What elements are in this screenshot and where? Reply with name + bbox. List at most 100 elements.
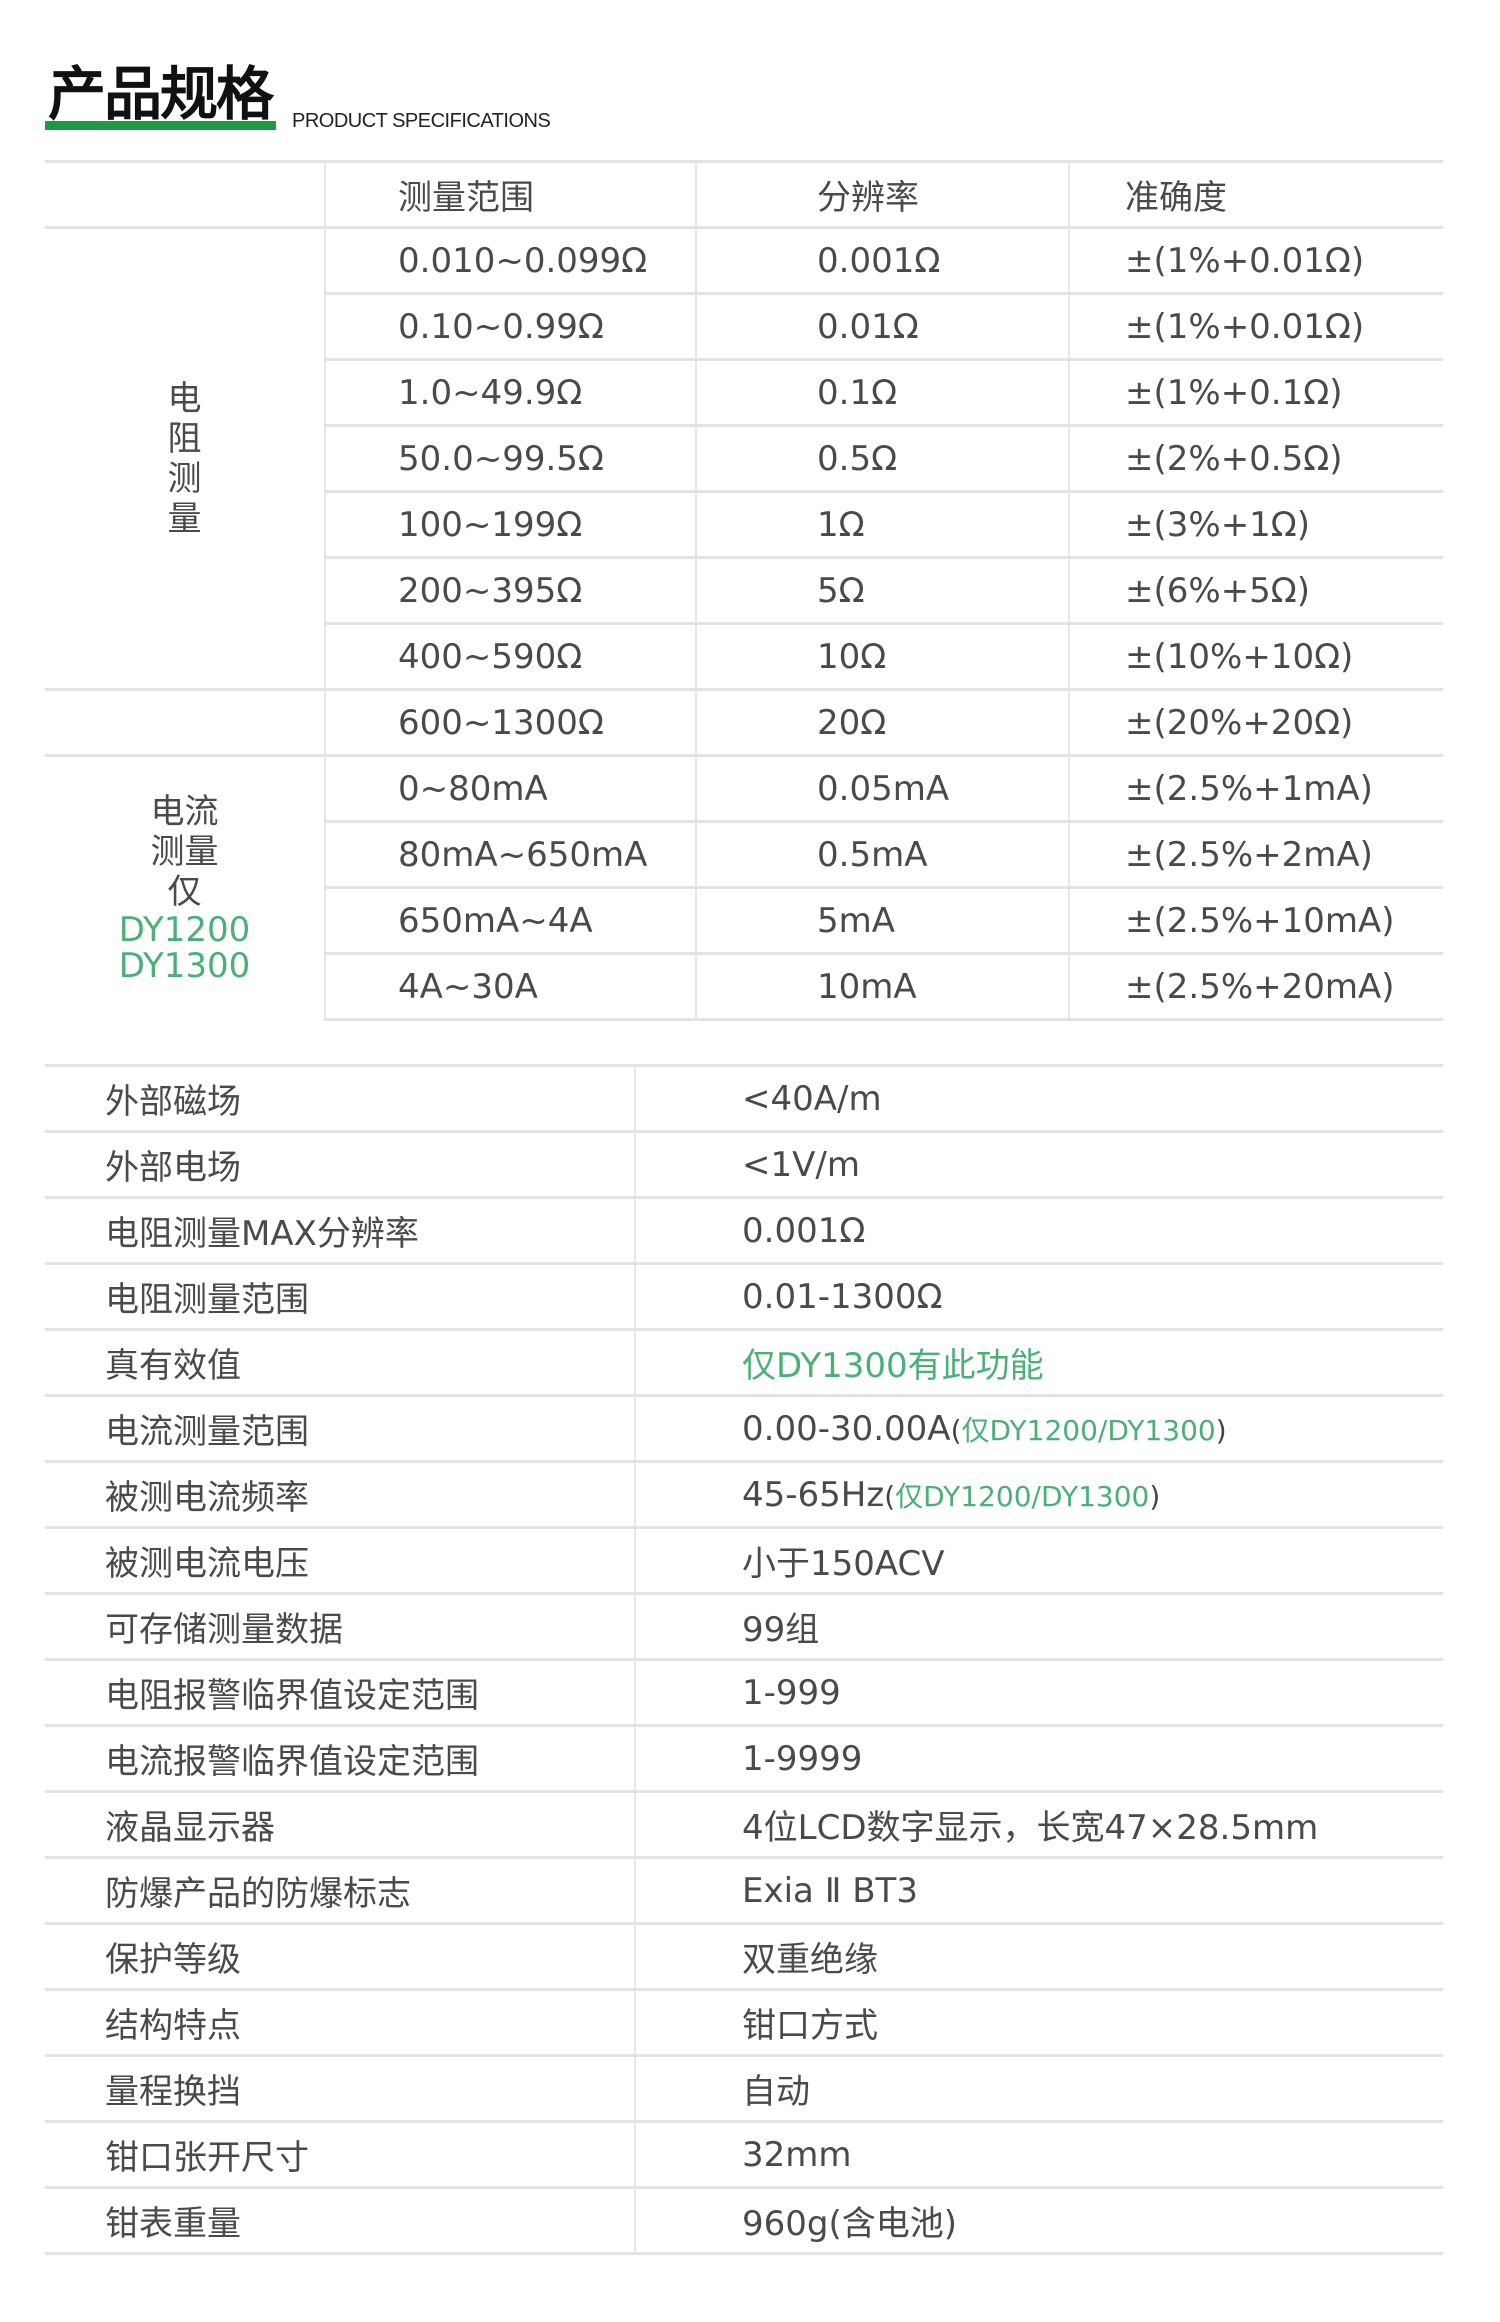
- spec-row: 钳口张开尺寸 32mm: [45, 2120, 1443, 2189]
- spec-value: 4位LCD数字显示，长宽47×28.5mm: [634, 1790, 1443, 1859]
- spec-row: 量程换挡 自动: [45, 2054, 1443, 2123]
- resolution-cell: 5Ω: [695, 556, 1069, 625]
- paren-close: ): [1149, 1479, 1161, 1513]
- column-header: 准确度: [1068, 160, 1443, 229]
- spec-model-note: 仅DY1200/DY1300: [961, 1413, 1216, 1447]
- spec-key: 电阻测量范围: [45, 1262, 635, 1331]
- spec-row: 保护等级 双重绝缘: [45, 1922, 1443, 1991]
- accuracy-cell: ±(2.5%+20mA): [1068, 952, 1443, 1021]
- accuracy-cell: ±(2.5%+2mA): [1068, 820, 1443, 889]
- spec-key: 被测电流频率: [45, 1460, 635, 1529]
- paren-open: (: [950, 1413, 962, 1447]
- group-label-cell: [45, 688, 325, 757]
- spec-key: 被测电流电压: [45, 1526, 635, 1595]
- spec-value-text: 1-9999: [742, 1738, 863, 1779]
- spec-key: 可存储测量数据: [45, 1592, 635, 1661]
- spec-key: 结构特点: [45, 1988, 635, 2057]
- spec-key: 电阻报警临界值设定范围: [45, 1658, 635, 1727]
- group-label-line: 电流: [150, 792, 219, 833]
- table-header-row: 测量范围 分辨率 准确度: [45, 160, 1443, 229]
- group-label-cell: 电流 测量仅 DY1200 DY1300: [45, 754, 325, 1020]
- spec-row: 真有效值 仅DY1300有此功能: [45, 1328, 1443, 1397]
- table-row: 4A~30A 10mA ±(2.5%+20mA): [45, 952, 1443, 1021]
- spec-value: <40A/m: [634, 1064, 1443, 1133]
- range-cell: 0~80mA: [324, 754, 696, 823]
- spec-value-text: <40A/m: [742, 1078, 882, 1119]
- spec-row: 被测电流频率 45-65Hz(仅DY1200/DY1300): [45, 1460, 1443, 1529]
- group-label-cell: 电阻测量: [45, 226, 325, 690]
- accuracy-cell: ±(3%+1Ω): [1068, 490, 1443, 559]
- page-title: 产品规格: [48, 60, 274, 128]
- accuracy-cell: ±(1%+0.1Ω): [1068, 358, 1443, 427]
- range-cell: 1.0~49.9Ω: [324, 358, 696, 427]
- spec-value: 960g(含电池): [634, 2186, 1443, 2255]
- measurement-table: 测量范围 分辨率 准确度 电阻测量 0.010~0.099Ω 0.001Ω ±(1%+0.0…: [45, 160, 1443, 1021]
- spec-key: 电阻测量MAX分辨率: [45, 1196, 635, 1265]
- title-underline: [45, 121, 276, 130]
- accuracy-cell: ±(10%+10Ω): [1068, 622, 1443, 691]
- spec-key: 外部磁场: [45, 1064, 635, 1133]
- spec-value: 45-65Hz(仅DY1200/DY1300): [634, 1460, 1443, 1529]
- spec-key: 外部电场: [45, 1130, 635, 1199]
- spec-value: 小于150ACV: [634, 1526, 1443, 1595]
- spec-value-text: 0.00-30.00A: [742, 1408, 951, 1449]
- resolution-cell: 20Ω: [695, 688, 1069, 757]
- accuracy-cell: ±(2.5%+10mA): [1068, 886, 1443, 955]
- spec-value: <1V/m: [634, 1130, 1443, 1199]
- spec-value-text: 钳口方式: [742, 2006, 878, 2046]
- spec-value: 32mm: [634, 2120, 1443, 2189]
- table-row: 200~395Ω 5Ω ±(6%+5Ω): [45, 556, 1443, 625]
- table-row: 1.0~49.9Ω 0.1Ω ±(1%+0.1Ω): [45, 358, 1443, 427]
- accuracy-cell: ±(2.5%+1mA): [1068, 754, 1443, 823]
- column-header: 测量范围: [324, 160, 696, 229]
- spec-row: 防爆产品的防爆标志 Exia Ⅱ BT3: [45, 1856, 1443, 1925]
- spec-value-text: Exia Ⅱ BT3: [742, 1870, 918, 1911]
- spec-value: 0.001Ω: [634, 1196, 1443, 1265]
- resolution-cell: 10Ω: [695, 622, 1069, 691]
- spec-value: 1-999: [634, 1658, 1443, 1727]
- spec-key: 电流报警临界值设定范围: [45, 1724, 635, 1793]
- table-row: 电阻测量 0.010~0.099Ω 0.001Ω ±(1%+0.01Ω): [45, 226, 1443, 690]
- spec-value-text: 1-999: [742, 1672, 841, 1713]
- spec-value: 1-9999: [634, 1724, 1443, 1793]
- spec-value-highlight: 仅DY1300有此功能: [742, 1346, 1044, 1386]
- spec-key: 液晶显示器: [45, 1790, 635, 1859]
- paren-open: (: [884, 1479, 896, 1513]
- resolution-cell: 10mA: [695, 952, 1069, 1021]
- range-cell: 650mA~4A: [324, 886, 696, 955]
- spec-value-text: 99组: [742, 1610, 820, 1650]
- spec-value: 自动: [634, 2054, 1443, 2123]
- table-row: 650mA~4A 5mA ±(2.5%+10mA): [45, 886, 1443, 955]
- spec-row: 电阻报警临界值设定范围 1-999: [45, 1658, 1443, 1727]
- range-cell: 200~395Ω: [324, 556, 696, 625]
- accuracy-cell: ±(1%+0.01Ω): [1068, 292, 1443, 361]
- resolution-cell: 0.01Ω: [695, 292, 1069, 361]
- spec-value: Exia Ⅱ BT3: [634, 1856, 1443, 1925]
- spec-key: 防爆产品的防爆标志: [45, 1856, 635, 1925]
- spec-value: 仅DY1300有此功能: [634, 1328, 1443, 1397]
- table-row: 80mA~650mA 0.5mA ±(2.5%+2mA): [45, 820, 1443, 889]
- resolution-cell: 0.05mA: [695, 754, 1069, 823]
- spec-row: 电阻测量范围 0.01-1300Ω: [45, 1262, 1443, 1331]
- resolution-cell: 1Ω: [695, 490, 1069, 559]
- resolution-cell: 0.1Ω: [695, 358, 1069, 427]
- spec-table: 外部磁场 <40A/m 外部电场 <1V/m 电阻测量MAX分辨率 0.001Ω 电阻测量范…: [45, 1064, 1443, 2255]
- spec-key: 钳表重量: [45, 2186, 635, 2255]
- spec-value: 0.01-1300Ω: [634, 1262, 1443, 1331]
- spec-value-text: 小于150ACV: [742, 1544, 945, 1584]
- spec-value: 钳口方式: [634, 1988, 1443, 2057]
- spec-row: 外部磁场 <40A/m: [45, 1064, 1443, 1133]
- table-row: 0.10~0.99Ω 0.01Ω ±(1%+0.01Ω): [45, 292, 1443, 361]
- range-cell: 100~199Ω: [324, 490, 696, 559]
- spec-value-text: 双重绝缘: [742, 1940, 878, 1980]
- range-cell: 4A~30A: [324, 952, 696, 1021]
- spec-row: 电流测量范围 0.00-30.00A(仅DY1200/DY1300): [45, 1394, 1443, 1463]
- spec-row: 可存储测量数据 99组: [45, 1592, 1443, 1661]
- paren-close: ): [1215, 1413, 1227, 1447]
- spec-key: 电流测量范围: [45, 1394, 635, 1463]
- spec-key: 钳口张开尺寸: [45, 2120, 635, 2189]
- spec-model-note: 仅DY1200/DY1300: [895, 1479, 1150, 1513]
- accuracy-cell: ±(20%+20Ω): [1068, 688, 1443, 757]
- spec-value-text: 4位LCD数字显示，长宽47×28.5mm: [742, 1808, 1319, 1848]
- accuracy-cell: ±(1%+0.01Ω): [1068, 226, 1443, 295]
